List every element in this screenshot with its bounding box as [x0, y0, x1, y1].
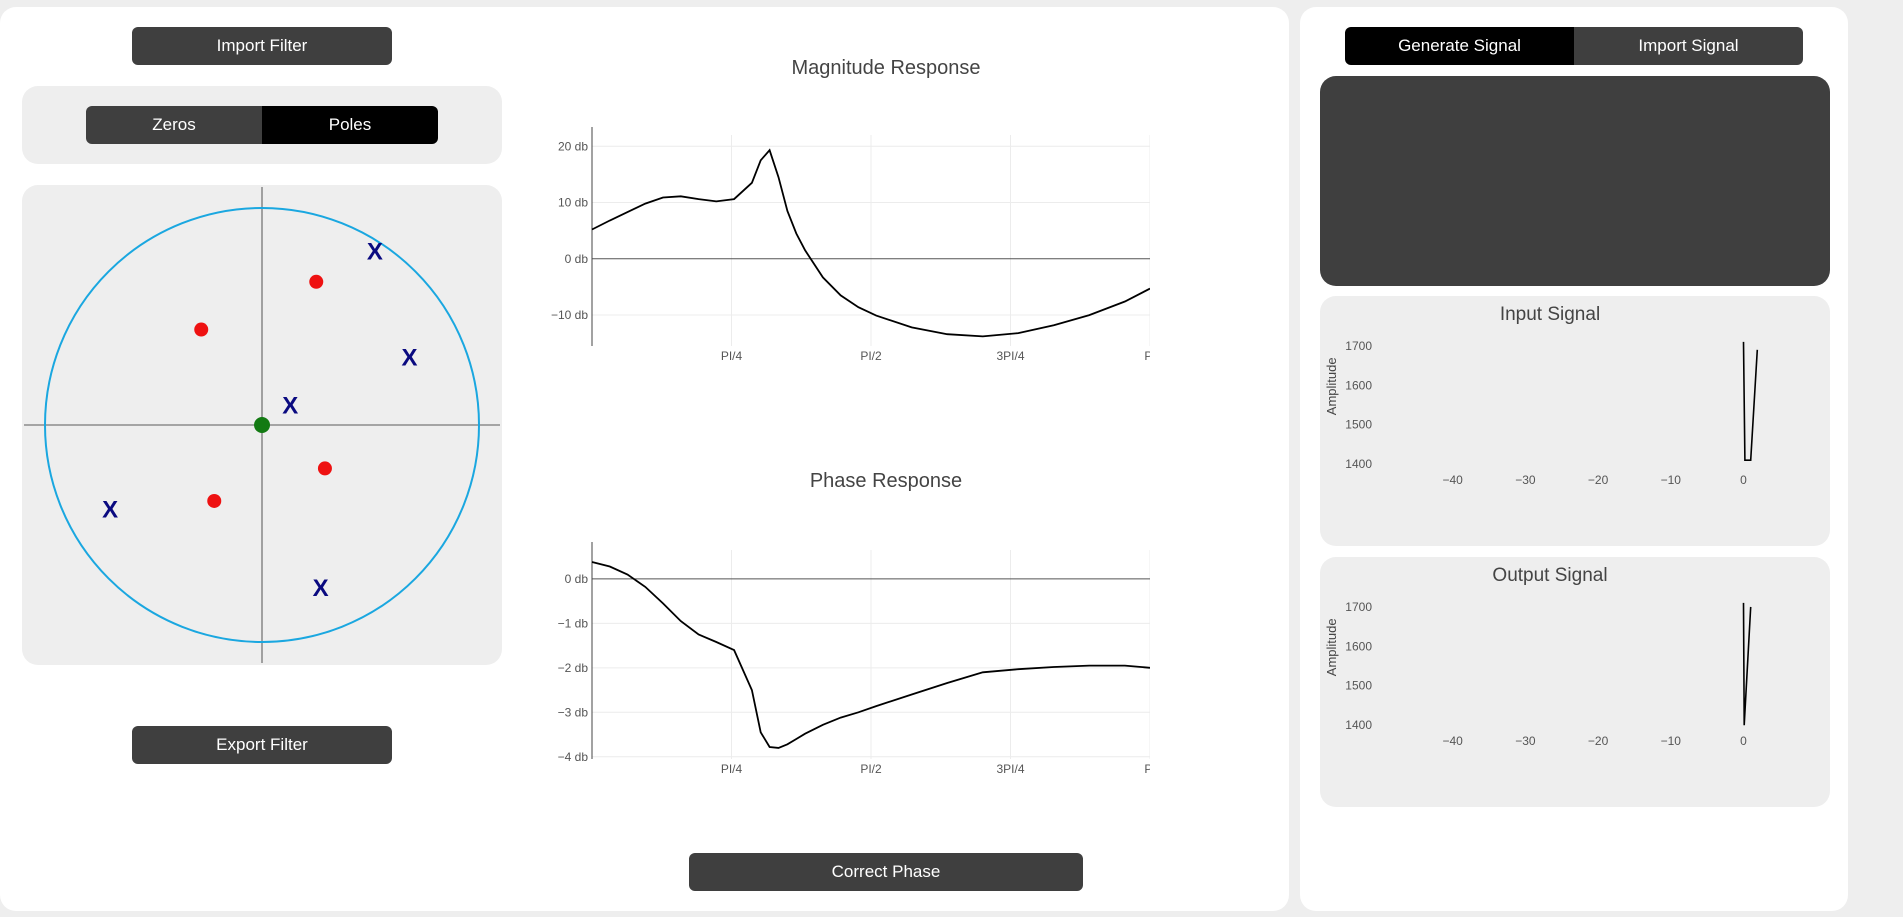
y-tick-label: 1600 [1345, 639, 1372, 653]
input-signal-box: Input Signal −40 −30 −20 −10 0 1400 1500 1600 17… [1320, 296, 1830, 546]
y-tick-label: 0 db [565, 572, 589, 586]
x-tick-label: −40 [1443, 734, 1464, 748]
x-tick-label: PI/4 [721, 349, 743, 363]
y-tick-label: 0 db [565, 252, 589, 266]
import-signal-tab[interactable]: Import Signal [1574, 27, 1803, 65]
mode-selector-box: Zeros Poles [22, 86, 502, 164]
y-tick-label: 1700 [1345, 339, 1372, 353]
signal-panel: Generate Signal Import Signal Input Sign… [1300, 7, 1848, 911]
import-filter-button[interactable]: Import Filter [132, 27, 392, 65]
x-tick-label: PI [1144, 349, 1150, 363]
pole-marker[interactable]: X [367, 238, 383, 265]
zero-marker[interactable] [207, 493, 222, 508]
output-signal-title: Output Signal [1492, 565, 1608, 586]
zero-marker[interactable] [194, 322, 209, 337]
poles-tab[interactable]: Poles [262, 106, 438, 144]
x-tick-label: 3PI/4 [996, 349, 1024, 363]
z-plane-plot[interactable]: X X X X X [22, 185, 502, 665]
z-plane-box: X X X X X [22, 185, 502, 665]
y-tick-label: 10 db [558, 196, 588, 210]
x-tick-label: −20 [1588, 734, 1609, 748]
y-tick-label: 1500 [1345, 679, 1372, 693]
x-tick-label: PI [1144, 762, 1150, 776]
zero-marker[interactable] [317, 461, 332, 476]
y-axis-label: Amplitude [1324, 618, 1339, 676]
signal-line [1742, 602, 1752, 726]
export-filter-button[interactable]: Export Filter [132, 726, 392, 764]
magnitude-title: Magnitude Response [791, 57, 981, 79]
phase-plot: PI/4 PI/2 3PI/4 PI 0 db −1 db −2 db −3 db −4 db [558, 542, 1150, 776]
zeros-tab[interactable]: Zeros [86, 106, 262, 144]
x-tick-label: PI/4 [721, 762, 743, 776]
signal-source-tabs: Generate Signal Import Signal [1345, 27, 1803, 65]
input-signal-plot: −40 −30 −20 −10 0 1400 1500 1600 1700 Amplitude [1324, 339, 1759, 487]
x-tick-label: −10 [1661, 734, 1682, 748]
generate-signal-tab[interactable]: Generate Signal [1345, 27, 1574, 65]
y-tick-label: 20 db [558, 139, 588, 153]
signal-drawing-pad[interactable] [1320, 76, 1830, 286]
x-tick-label: −10 [1661, 473, 1682, 487]
x-tick-label: 3PI/4 [996, 762, 1024, 776]
x-tick-label: 0 [1740, 473, 1747, 487]
x-tick-label: −40 [1443, 473, 1464, 487]
response-line [591, 561, 1150, 749]
response-line [591, 148, 1150, 338]
y-tick-label: −1 db [558, 616, 589, 630]
input-signal-title: Input Signal [1499, 304, 1601, 325]
filter-design-panel: Import Filter Zeros Poles X X X X X Export F… [0, 7, 1289, 911]
x-tick-label: −30 [1515, 473, 1536, 487]
y-tick-label: −3 db [558, 705, 589, 719]
selected-point[interactable] [254, 417, 270, 433]
phase-title: Phase Response [809, 470, 963, 492]
y-tick-label: −4 db [558, 750, 589, 764]
y-tick-label: 1700 [1345, 600, 1372, 614]
pole-marker[interactable]: X [282, 392, 298, 419]
x-tick-label: PI/2 [860, 762, 882, 776]
signal-line [1742, 341, 1759, 461]
output-signal-box: Output Signal −40 −30 −20 −10 0 1400 1500 1600 1… [1320, 557, 1830, 807]
y-tick-label: 1600 [1345, 378, 1372, 392]
pole-marker[interactable]: X [102, 497, 118, 524]
correct-phase-button[interactable]: Correct Phase [689, 853, 1083, 891]
y-axis-label: Amplitude [1324, 357, 1339, 415]
unit-circle [44, 207, 480, 643]
y-tick-label: 1400 [1345, 718, 1372, 732]
x-tick-label: 0 [1740, 734, 1747, 748]
x-tick-label: −20 [1588, 473, 1609, 487]
y-tick-label: 1500 [1345, 418, 1372, 432]
zeros-poles-toggle: Zeros Poles [86, 106, 438, 144]
x-tick-label: PI/2 [860, 349, 882, 363]
output-signal-plot: −40 −30 −20 −10 0 1400 1500 1600 1700 Amplitude [1324, 600, 1752, 748]
pole-marker[interactable]: X [313, 575, 329, 602]
zero-marker[interactable] [309, 274, 324, 289]
y-tick-label: −10 db [551, 308, 588, 322]
y-tick-label: 1400 [1345, 457, 1372, 471]
pole-marker[interactable]: X [402, 345, 418, 372]
y-tick-label: −2 db [558, 661, 589, 675]
x-tick-label: −30 [1515, 734, 1536, 748]
magnitude-plot: PI/4 PI/2 3PI/4 PI 20 db 10 db 0 db −10 db [551, 127, 1150, 363]
